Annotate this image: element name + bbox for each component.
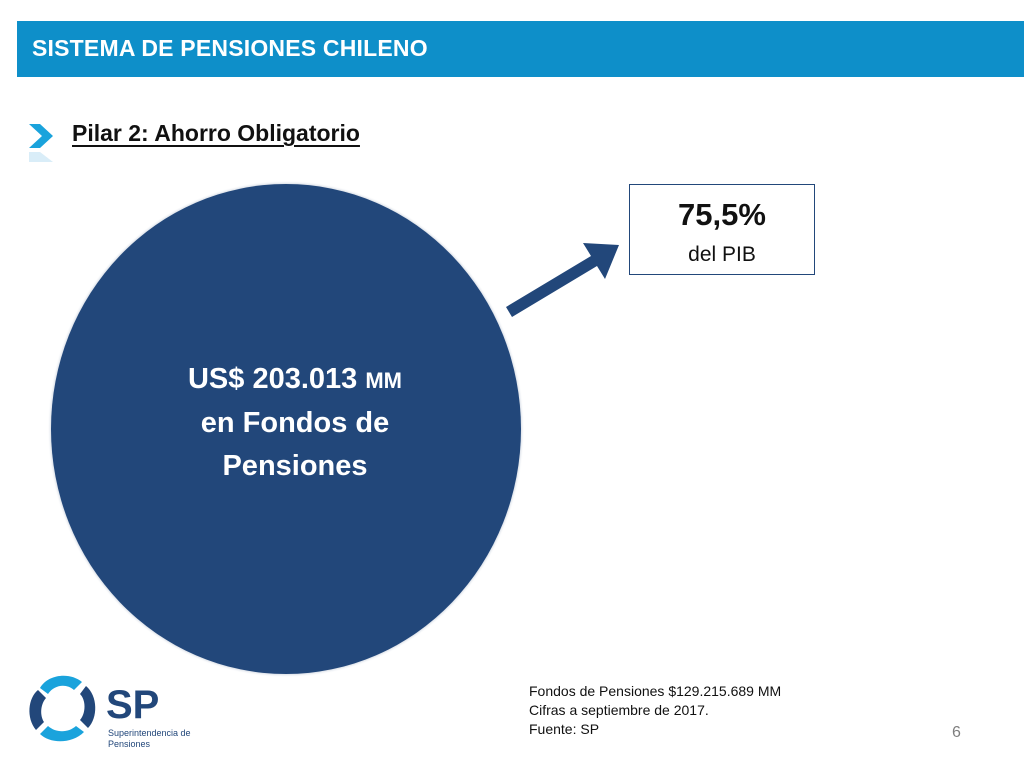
note-line3: Fuente: SP	[529, 721, 600, 737]
slide-title: SISTEMA DE PENSIONES CHILENO	[32, 35, 428, 61]
note-line1: Fondos de Pensiones $129.215.689 MM	[529, 683, 782, 699]
page-number: 6	[952, 724, 961, 741]
funds-line3: Pensiones	[222, 450, 368, 482]
arrow-icon	[505, 238, 630, 338]
source-notes: Fondos de Pensiones $129.215.689 MM Cifr…	[529, 682, 781, 739]
pib-box: 75,5% del PIB	[629, 184, 815, 275]
funds-text: US$ 203.013 MM en Fondos de Pensiones	[120, 358, 470, 488]
sp-logo: SP Superintendencia de Pensiones	[26, 670, 216, 754]
funds-unit: MM	[365, 368, 403, 393]
hands-emblem-icon	[29, 675, 96, 742]
chevron-right-icon	[26, 122, 60, 168]
header-bar: SISTEMA DE PENSIONES CHILENO	[17, 21, 1024, 77]
logo-line1: Superintendencia de	[108, 728, 191, 738]
logo-line2: Pensiones	[108, 739, 151, 749]
pib-label: del PIB	[688, 243, 756, 266]
logo-letters: SP	[106, 683, 159, 727]
pib-value: 75,5%	[678, 197, 766, 232]
funds-amount: US$ 203.013	[187, 363, 358, 395]
section-title: Pilar 2: Ahorro Obligatorio	[72, 120, 360, 146]
funds-circle	[51, 184, 521, 674]
funds-line2: en Fondos de	[200, 407, 390, 439]
note-line2: Cifras a septiembre de 2017.	[529, 702, 709, 718]
